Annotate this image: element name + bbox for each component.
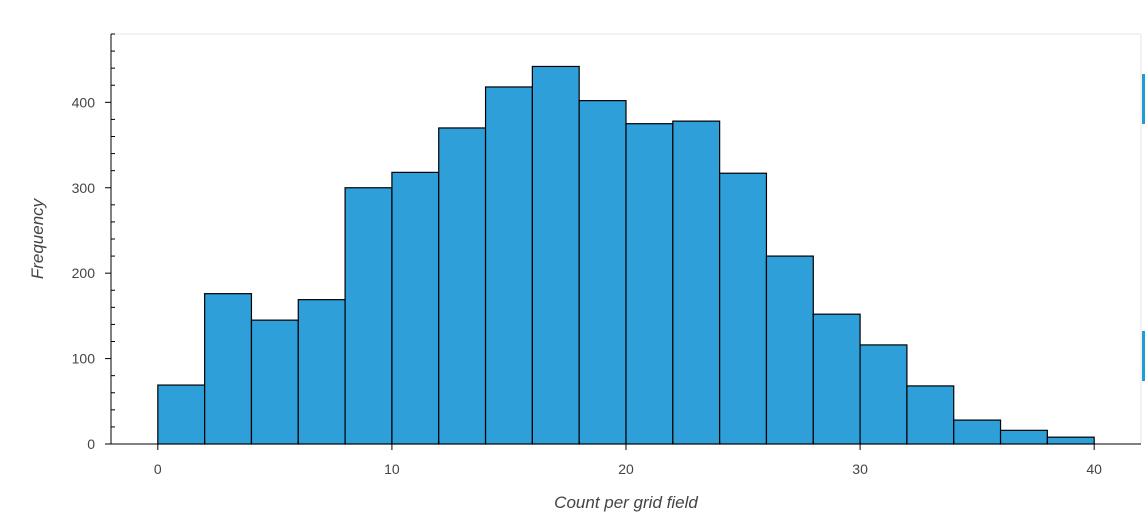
y-tick-label: 100	[72, 351, 96, 367]
x-ticks-group: 0 10 20 30 40	[154, 441, 1102, 477]
histogram-bar	[719, 172, 768, 445]
y-tick-label: 200	[72, 265, 96, 281]
histogram-bar	[484, 86, 533, 445]
x-tick-label: 40	[1086, 461, 1102, 477]
x-axis-label: Count per grid field	[554, 493, 698, 512]
histogram-bar	[1046, 436, 1095, 445]
x-tick-label: 20	[618, 461, 634, 477]
histogram-bar	[625, 123, 674, 445]
histogram-bar	[157, 384, 206, 445]
histogram-bar	[578, 100, 627, 445]
y-axis-label: Frequency	[28, 197, 47, 279]
x-tick-label: 10	[384, 461, 400, 477]
histogram-bar	[999, 429, 1048, 445]
histogram-bar	[250, 319, 299, 445]
histogram-bar	[906, 385, 955, 445]
y-tick-label: 400	[72, 94, 96, 110]
histogram-bar	[204, 293, 253, 445]
histogram-bar	[531, 65, 580, 445]
y-tick-label: 0	[87, 436, 95, 452]
y-tick-label: 300	[72, 180, 96, 196]
y-ticks-group: 0 100 200 300 400	[72, 33, 115, 452]
x-tick-label: 0	[154, 461, 162, 477]
histogram-bar	[859, 344, 908, 445]
histogram-bar	[672, 120, 721, 445]
x-tick-label: 30	[852, 461, 868, 477]
toolbar-edge-indicator-bottom[interactable]	[1142, 331, 1145, 381]
histogram-bar	[344, 187, 393, 445]
histogram-bar	[953, 419, 1002, 445]
histogram-bar	[438, 127, 487, 445]
histogram-bar	[391, 171, 440, 445]
histogram-bar	[812, 313, 861, 445]
bars-group	[157, 65, 1095, 445]
toolbar-edge-indicator-top[interactable]	[1142, 74, 1145, 124]
histogram-bar	[297, 299, 346, 445]
histogram-bar	[765, 255, 814, 445]
